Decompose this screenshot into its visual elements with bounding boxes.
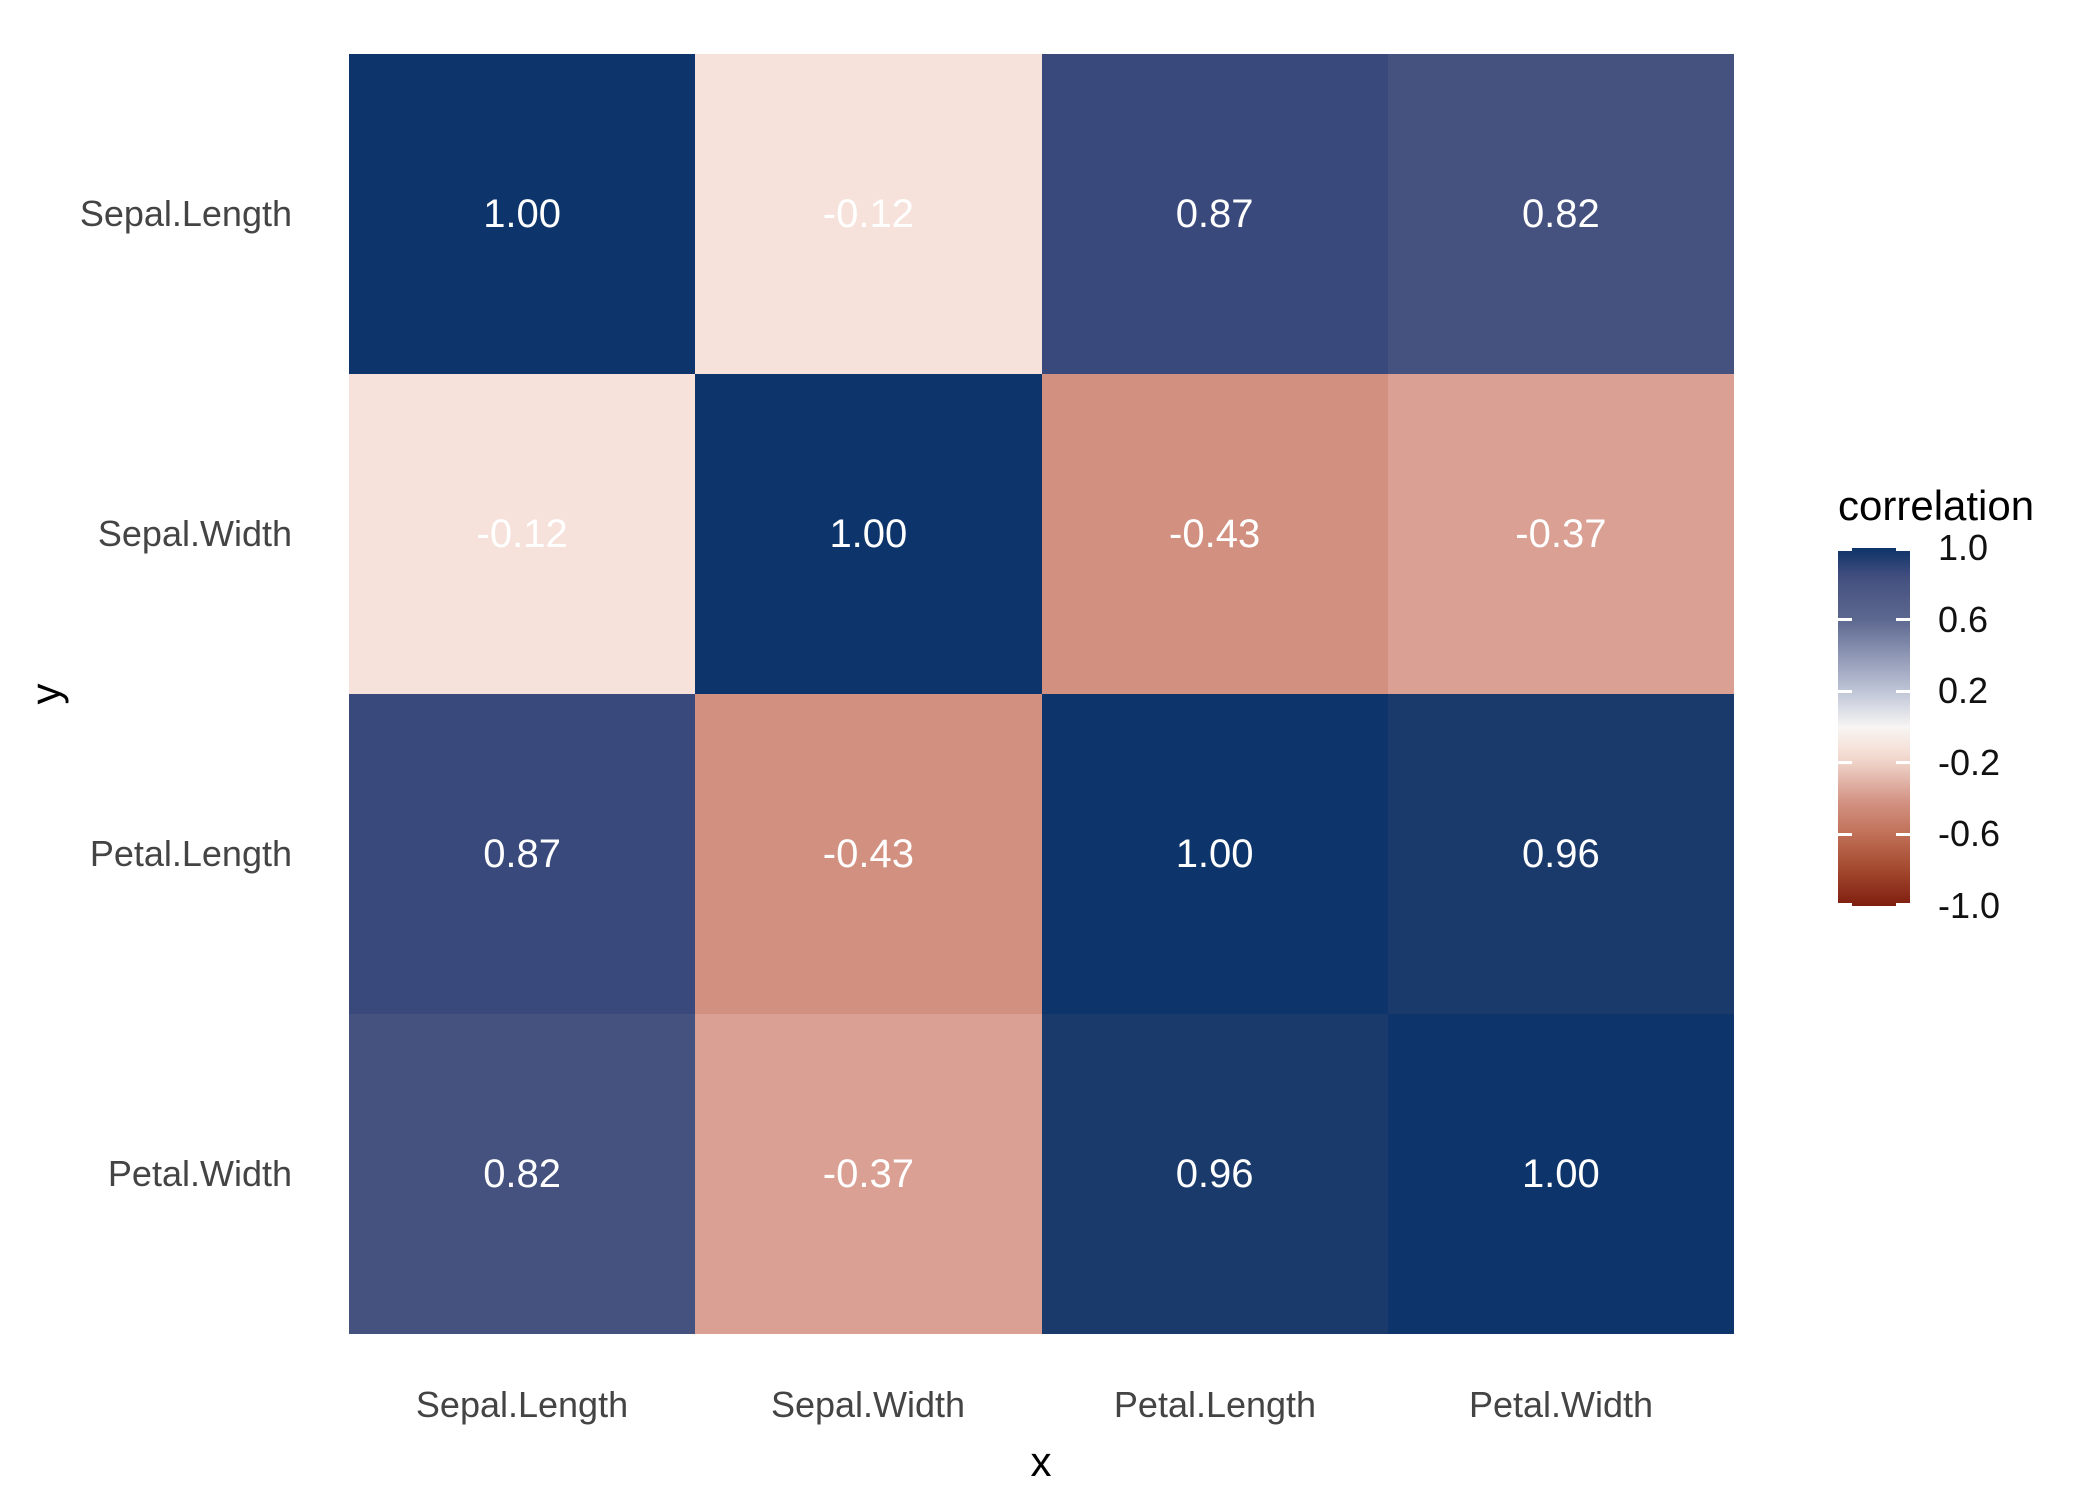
legend-tick-mark: [1896, 903, 1910, 906]
heatmap-cell: -0.43: [695, 694, 1042, 1014]
cell-value: 0.96: [1521, 832, 1600, 876]
legend-tick-label: 1.0: [1938, 527, 1989, 568]
cell-value: -0.43: [822, 832, 914, 876]
cell-value: 0.82: [483, 1152, 562, 1196]
cell-value: -0.12: [822, 192, 914, 236]
legend-tick-label: -0.2: [1938, 741, 2001, 783]
heatmap-cell: -0.43: [1041, 374, 1388, 694]
legend-title: correlation: [1838, 482, 2035, 529]
heatmap-cell: 0.96: [1387, 694, 1734, 1014]
cell-value: 1.00: [1175, 832, 1254, 876]
heatmap-cell: 1.00: [1041, 694, 1388, 1014]
legend-tick-label: 0.2: [1938, 670, 1989, 712]
x-axis-tick-label: Petal.Width: [1468, 1384, 1654, 1425]
legend-tick-mark: [1838, 832, 1852, 836]
legend-colorbar: [1838, 548, 1910, 906]
cell-value: -0.37: [1515, 512, 1607, 556]
heatmap-cell: -0.12: [349, 374, 696, 694]
heatmap-cell: 0.87: [1041, 54, 1388, 374]
legend-tick-mark: [1896, 618, 1910, 622]
cell-value: 1.00: [829, 512, 908, 556]
cell-value: -0.12: [476, 512, 568, 556]
legend-tick-label: 0.6: [1938, 598, 1989, 640]
legend-tick-mark: [1896, 832, 1910, 836]
y-axis-tick-label: Petal.Length: [89, 833, 292, 874]
legend-tick-mark: [1838, 761, 1852, 765]
cell-value: -0.37: [822, 1152, 914, 1196]
cell-value: 1.00: [1521, 1152, 1600, 1196]
legend-tick-mark: [1896, 689, 1910, 693]
legend-tick-mark: [1838, 618, 1852, 622]
x-axis-tick-label: Petal.Length: [1113, 1384, 1317, 1425]
cell-value: 0.87: [483, 832, 562, 876]
legend-tick-labels: 1.0 0.6 0.2 -0.2 -0.6 -1.0: [1938, 0, 2098, 1500]
cell-value: 0.96: [1175, 1152, 1254, 1196]
y-axis-tick-label: Sepal.Length: [79, 193, 292, 234]
heatmap-cell: 0.82: [349, 1014, 696, 1334]
y-axis-title: y: [22, 683, 69, 705]
x-axis-tick-label: Sepal.Length: [415, 1384, 629, 1425]
legend-tick-mark: [1896, 548, 1910, 551]
y-axis-tick-labels: Sepal.Length Sepal.Width Petal.Length Petal…: [0, 0, 292, 1500]
cell-value: 0.82: [1521, 192, 1600, 236]
heatmap-grid: 1.00 -0.12 0.87 0.82 -0.12 1.00 -0.43 -0.37 0.87…: [349, 54, 1734, 1334]
cell-value: 1.00: [483, 192, 562, 236]
legend-tick-mark: [1838, 903, 1852, 906]
heatmap-cell: 1.00: [695, 374, 1042, 694]
heatmap-cell: 0.82: [1387, 54, 1734, 374]
heatmap-cell: 0.96: [1041, 1014, 1388, 1334]
y-axis-tick-label: Sepal.Width: [97, 513, 292, 554]
legend-tick-mark: [1838, 689, 1852, 693]
heatmap-cell: -0.12: [695, 54, 1042, 374]
legend-tick-mark: [1896, 761, 1910, 765]
heatmap-cell: -0.37: [695, 1014, 1042, 1334]
legend-tick-mark: [1838, 548, 1852, 551]
heatmap-cell: -0.37: [1387, 374, 1734, 694]
legend-tick-label: -1.0: [1938, 885, 2001, 926]
x-axis-title: x: [1030, 1438, 1052, 1485]
cell-value: -0.43: [1169, 512, 1261, 556]
y-axis-tick-label: Petal.Width: [107, 1153, 292, 1194]
heatmap-cell: 0.87: [349, 694, 696, 1014]
x-axis-tick-label: Sepal.Width: [770, 1384, 966, 1425]
cell-value: 0.87: [1175, 192, 1254, 236]
heatmap-cell: 1.00: [1387, 1014, 1734, 1334]
x-axis-tick-labels: Sepal.Length Sepal.Width Petal.Length Petal…: [0, 1383, 2100, 1433]
heatmap-cell: 1.00: [349, 54, 696, 374]
legend-tick-label: -0.6: [1938, 813, 2001, 855]
